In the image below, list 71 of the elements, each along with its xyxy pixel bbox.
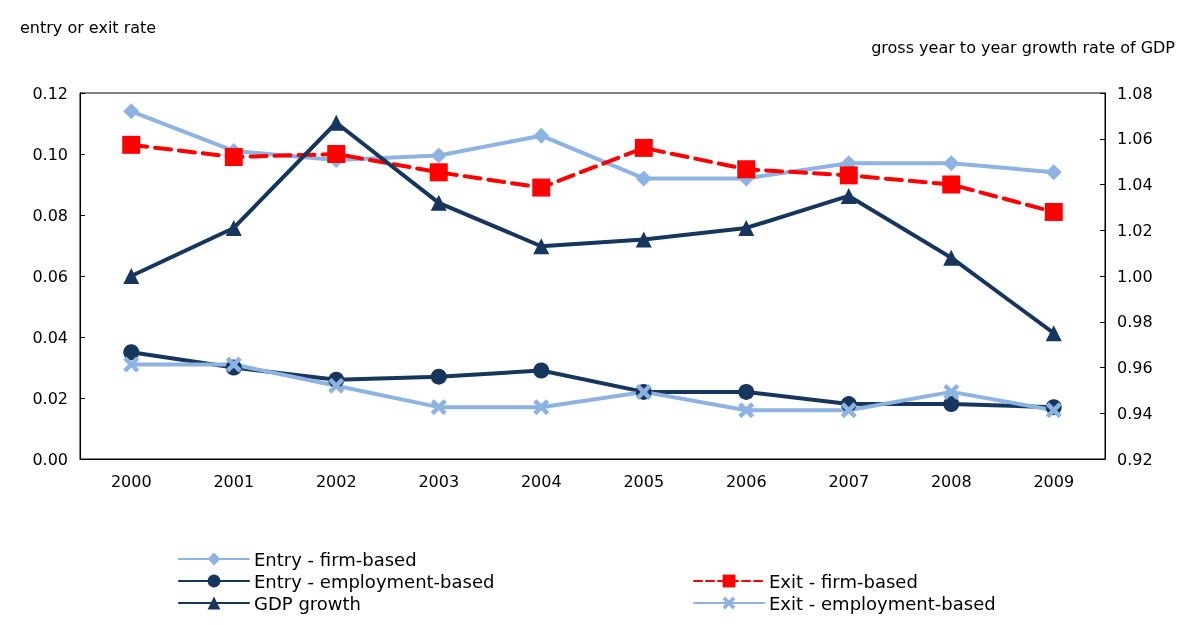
- y-tick-label: 0.04: [32, 327, 68, 347]
- x-tick-label: 2008: [930, 471, 972, 491]
- point: [1045, 325, 1062, 342]
- y2-axis-title: gross year to year growth rate of GDP: [871, 37, 1176, 57]
- point: [840, 402, 857, 419]
- point: [738, 219, 755, 236]
- point: [533, 362, 550, 379]
- point: [839, 166, 858, 185]
- y-tick-label: 0.08: [32, 205, 68, 225]
- y-tick-label: 0.02: [32, 388, 68, 408]
- y2-tick-label: 0.98: [1117, 312, 1153, 332]
- point: [942, 175, 961, 194]
- point: [327, 145, 346, 163]
- legend-label: Entry - firm-based: [254, 548, 417, 570]
- y-axis-title: entry or exit rate: [20, 17, 157, 37]
- point: [328, 377, 345, 394]
- y-tick-label: 0.00: [32, 449, 68, 469]
- y2-tick-label: 1.02: [1117, 220, 1153, 240]
- point: [635, 231, 652, 248]
- point: [429, 163, 448, 182]
- point: [943, 383, 960, 400]
- point: [123, 268, 140, 284]
- y2-tick-label: 0.94: [1117, 403, 1153, 423]
- x-tick-label: 2000: [110, 471, 152, 491]
- point: [738, 383, 755, 400]
- point: [430, 368, 447, 385]
- point: [430, 399, 447, 416]
- legend-label: GDP growth: [254, 592, 362, 614]
- x-tick-label: 2004: [520, 471, 562, 491]
- point: [533, 127, 550, 144]
- point: [1044, 202, 1063, 221]
- point: [635, 170, 652, 187]
- point: [430, 147, 447, 164]
- point: [840, 187, 857, 204]
- x-tick-label: 2002: [315, 471, 357, 491]
- point: [224, 148, 243, 167]
- point: [1045, 164, 1062, 181]
- legend-label: Exit - employment-based: [769, 592, 996, 614]
- point: [532, 178, 551, 197]
- x-tick-label: 2009: [1033, 471, 1075, 491]
- x-tick-label: 2006: [725, 471, 767, 491]
- point: [123, 103, 140, 120]
- point: [328, 114, 345, 131]
- x-tick-label: 2005: [623, 471, 665, 491]
- y-tick-label: 0.10: [32, 144, 68, 164]
- y-tick-label: 0.06: [32, 266, 68, 286]
- point: [225, 219, 242, 236]
- y2-tick-label: 1.08: [1117, 83, 1153, 103]
- y2-tick-label: 0.92: [1117, 449, 1153, 469]
- y-tick-label: 0.12: [32, 83, 68, 103]
- point: [737, 160, 756, 179]
- point: [943, 155, 960, 172]
- point: [533, 238, 550, 255]
- point: [943, 396, 960, 413]
- point: [533, 399, 550, 416]
- y2-tick-label: 1.00: [1117, 266, 1153, 286]
- y2-tick-label: 0.96: [1117, 358, 1153, 377]
- x-tick-label: 2003: [418, 471, 460, 491]
- legend-label: Exit - firm-based: [769, 570, 918, 592]
- point: [943, 249, 960, 266]
- y2-tick-label: 1.06: [1117, 129, 1153, 149]
- point: [430, 194, 447, 211]
- legend-label: Entry - employment-based: [254, 570, 495, 592]
- point: [122, 135, 141, 154]
- point: [123, 356, 140, 373]
- point: [634, 138, 653, 157]
- x-tick-label: 2007: [828, 471, 870, 491]
- x-tick-label: 2001: [213, 471, 255, 491]
- point: [738, 402, 755, 419]
- y2-tick-label: 1.04: [1117, 175, 1153, 194]
- point: [123, 344, 140, 361]
